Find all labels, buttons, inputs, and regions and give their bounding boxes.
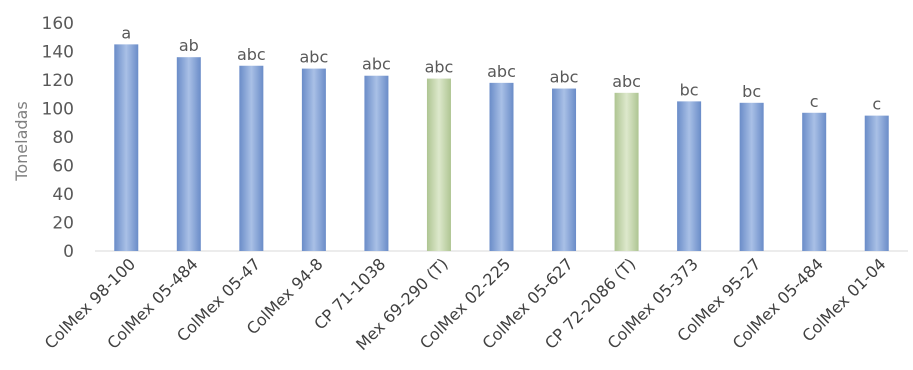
bar (552, 88, 577, 251)
bar (802, 112, 827, 252)
y-axis-ticks: 0 20 40 60 80 100 120 140 160 (42, 14, 74, 262)
significance-label: abc (550, 68, 579, 87)
y-tick-label: 80 (52, 128, 74, 148)
bar (176, 57, 201, 252)
bar (864, 115, 889, 251)
bar (364, 75, 389, 251)
significance-label: c (810, 92, 819, 111)
y-tick-label: 100 (42, 100, 74, 120)
significance-label: a (121, 23, 131, 42)
y-tick-label: 0 (63, 242, 74, 262)
bar (301, 68, 326, 251)
y-axis-label: Toneladas (12, 101, 31, 181)
significance-label: abc (487, 62, 516, 81)
bar (239, 65, 264, 251)
significance-label: abc (237, 45, 266, 64)
y-tick-label: 20 (52, 214, 74, 234)
y-tick-label: 120 (42, 71, 74, 91)
significance-label: bc (680, 80, 699, 99)
significance-label: abc (612, 72, 641, 91)
bar (739, 102, 764, 251)
bar (114, 44, 139, 251)
bar (677, 101, 702, 251)
y-tick-label: 60 (52, 157, 74, 177)
significance-label: c (872, 95, 881, 114)
y-tick-label: 40 (52, 185, 74, 205)
bars (114, 44, 889, 252)
significance-labels: a ab abc abc abc abc abc abc abc bc bc c c (121, 23, 881, 113)
significance-label: ab (179, 36, 199, 55)
significance-label: abc (300, 48, 329, 67)
significance-label: bc (742, 82, 761, 101)
significance-label: abc (425, 58, 454, 77)
y-tick-label: 140 (42, 43, 74, 63)
significance-label: abc (362, 55, 391, 74)
bar (614, 92, 639, 251)
bar (426, 78, 451, 251)
y-tick-label: 160 (42, 14, 74, 34)
bar (489, 82, 514, 251)
